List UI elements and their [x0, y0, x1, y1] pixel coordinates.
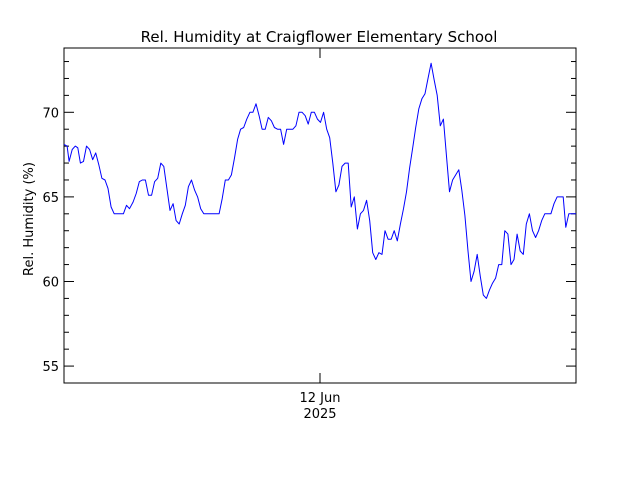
y-tick-label: 55 [42, 360, 59, 375]
plot-frame [63, 47, 577, 384]
x-tick-label-date: 12 Jun [300, 391, 341, 406]
y-tick-label: 65 [42, 191, 59, 206]
y-axis-label: Rel. Humidity (%) [22, 162, 37, 276]
humidity-series-line [63, 62, 576, 299]
y-axis-ticks: 55 60 65 70 [42, 61, 576, 384]
y-tick-label: 60 [42, 275, 59, 290]
series-group [63, 62, 576, 299]
x-tick-label-year: 2025 [303, 407, 336, 422]
chart-title: Rel. Humidity at Craigflower Elementary … [141, 28, 498, 46]
y-tick-label: 70 [42, 106, 59, 121]
